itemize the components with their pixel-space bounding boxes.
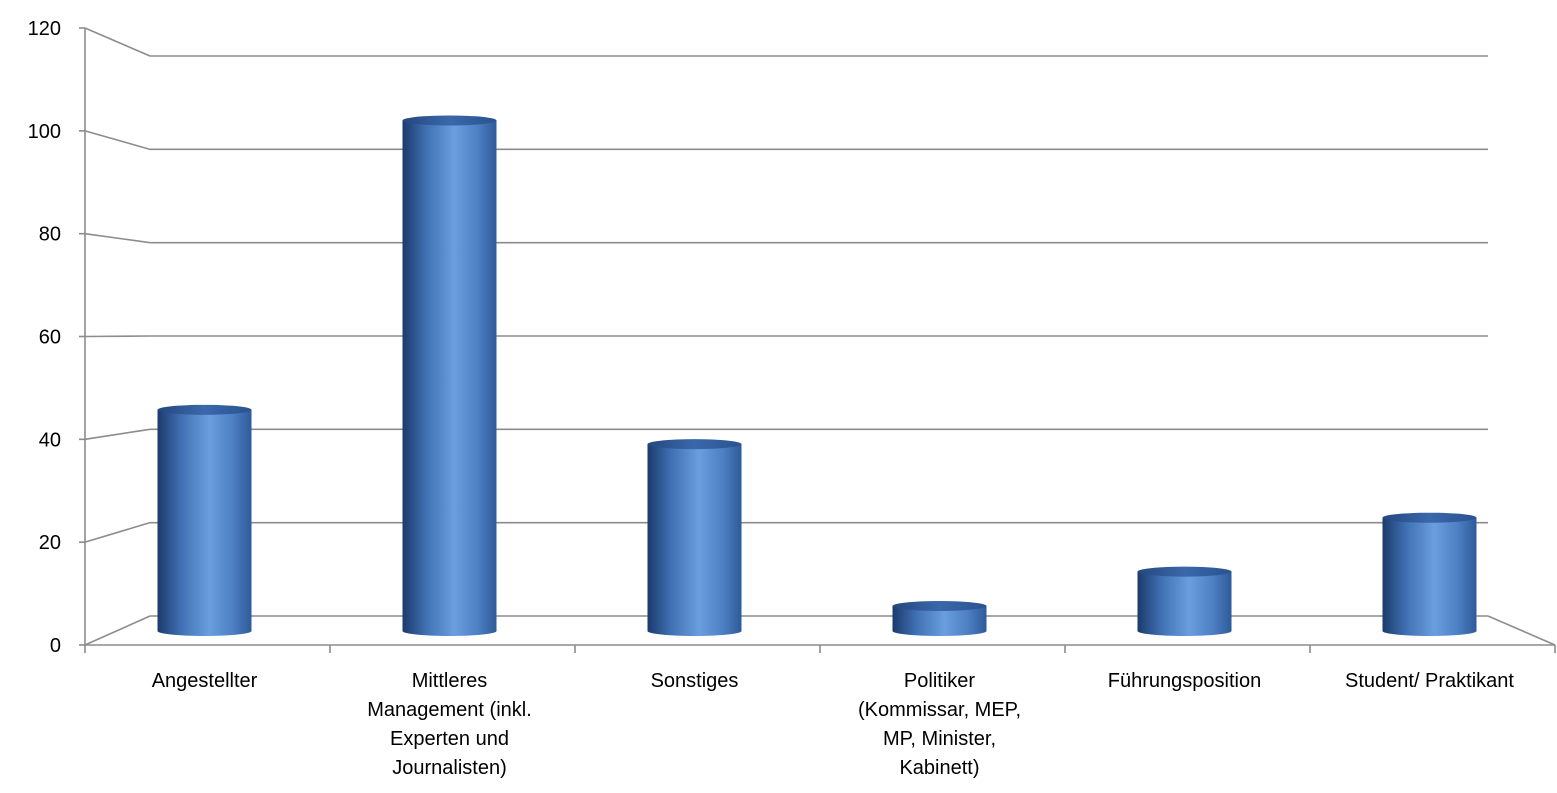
category-label-line: (Kommissar, MEP, (858, 699, 1021, 721)
category-label-line: Journalisten) (392, 757, 507, 779)
gridlines (84, 27, 1556, 646)
bar-cap (157, 404, 252, 415)
category-label-line: Experten und (390, 728, 509, 750)
bar (1382, 512, 1477, 636)
bar-body (892, 605, 987, 636)
gridline-side (84, 232, 151, 244)
gridline-side (84, 521, 151, 543)
category-label-line: Sonstiges (651, 670, 739, 692)
gridline-side (84, 615, 151, 646)
y-tick-label: 20 (39, 532, 61, 554)
bars (157, 115, 1477, 636)
category-label: Führungsposition (1108, 670, 1261, 692)
category-label-line: Führungsposition (1108, 670, 1261, 692)
gridline-side (84, 335, 151, 338)
axes (79, 27, 1556, 653)
bar-body (402, 120, 497, 636)
bar-body (647, 444, 742, 636)
category-label-line: Management (inkl. (367, 699, 532, 721)
y-tick-label: 0 (50, 635, 61, 657)
y-tick-labels: 0 20 40 60 80 100 120 (28, 18, 61, 657)
bar-cap (1137, 566, 1232, 577)
bar (157, 404, 252, 636)
bar-cap (402, 115, 497, 126)
category-labels: Angestellter Mittleres Management (inkl. Ex… (152, 670, 1515, 779)
category-label-line: Kabinett) (899, 757, 979, 779)
category-label: Mittleres Management (inkl. Experten und Jo… (367, 670, 532, 779)
bar (402, 115, 497, 636)
bar-body (1382, 517, 1477, 636)
gridline-side (84, 130, 151, 151)
bar (647, 439, 742, 636)
category-label-line: Student/ Praktikant (1345, 670, 1514, 692)
category-label: Politiker (Kommissar, MEP, MP, Minister, Ka… (858, 670, 1021, 779)
category-label-line: MP, Minister, (883, 728, 996, 750)
y-tick-label: 80 (39, 224, 61, 246)
category-label: Sonstiges (651, 670, 739, 692)
bar-body (157, 409, 252, 636)
floor-right-edge (1487, 615, 1556, 646)
category-label: Angestellter (152, 670, 258, 692)
category-label: Student/ Praktikant (1345, 670, 1514, 692)
bar-cap (647, 439, 742, 450)
y-tick-label: 40 (39, 429, 61, 451)
y-tick-label: 60 (39, 327, 61, 349)
category-label-line: Politiker (904, 670, 975, 692)
gridline-side (84, 428, 151, 441)
category-label-line: Angestellter (152, 670, 258, 692)
bar-cap (1382, 512, 1477, 523)
y-tick-label: 100 (28, 121, 61, 143)
bar-body (1137, 571, 1232, 636)
bar (892, 600, 987, 636)
y-tick-label: 120 (28, 18, 61, 40)
bar-cap (892, 600, 987, 611)
bar (1137, 566, 1232, 636)
category-label-line: Mittleres (412, 670, 488, 692)
gridline-side (84, 27, 151, 57)
